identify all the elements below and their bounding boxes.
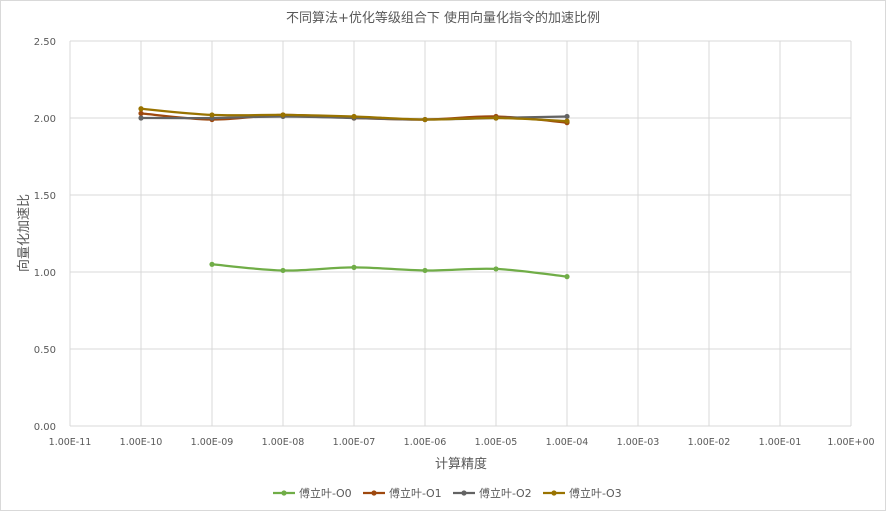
x-axis-title: 计算精度 bbox=[435, 456, 487, 472]
data-point bbox=[138, 106, 144, 112]
data-point bbox=[138, 115, 144, 121]
y-tick-label: 2.00 bbox=[34, 114, 56, 125]
legend: 傅立叶-O0 傅立叶-O1 傅立叶-O2 傅立叶-O3 bbox=[273, 486, 622, 500]
x-tick-label: 1.00E-07 bbox=[333, 437, 376, 448]
data-point bbox=[564, 118, 570, 124]
series-group bbox=[138, 106, 570, 280]
x-tick-label: 1.00E-02 bbox=[688, 437, 731, 448]
y-axis-title: 向量化加速比 bbox=[16, 194, 32, 272]
y-tick-label: 2.50 bbox=[34, 37, 56, 48]
x-tick-label: 1.00E-09 bbox=[191, 437, 234, 448]
data-point bbox=[422, 267, 428, 274]
legend-marker bbox=[461, 490, 467, 496]
data-point bbox=[422, 116, 428, 123]
x-tick-label: 1.00E-06 bbox=[404, 437, 447, 448]
x-tick-label: 1.00E+00 bbox=[827, 437, 874, 448]
gridlines bbox=[69, 40, 852, 427]
x-tick-label: 1.00E-10 bbox=[120, 437, 163, 448]
legend-label: 傅立叶-O2 bbox=[479, 486, 532, 500]
legend-marker bbox=[371, 490, 377, 496]
series-line bbox=[210, 263, 569, 278]
x-tick-label: 1.00E-01 bbox=[759, 437, 802, 448]
legend-label: 傅立叶-O0 bbox=[299, 486, 352, 500]
legend-marker bbox=[551, 490, 557, 496]
data-point bbox=[209, 261, 215, 267]
x-tick-label: 1.00E-04 bbox=[546, 437, 589, 448]
x-tick-label: 1.00E-03 bbox=[617, 437, 660, 448]
y-tick-label: 0.50 bbox=[34, 345, 56, 356]
legend-marker bbox=[281, 490, 287, 496]
y-tick-label: 1.50 bbox=[34, 191, 56, 202]
legend-label: 傅立叶-O1 bbox=[389, 486, 442, 500]
data-point bbox=[493, 266, 499, 272]
x-tick-label: 1.00E-05 bbox=[475, 437, 518, 448]
data-point bbox=[138, 110, 144, 116]
data-point bbox=[280, 267, 286, 274]
data-point bbox=[351, 264, 357, 270]
y-tick-label: 0.00 bbox=[34, 422, 56, 433]
x-axis-ticks: 1.00E-11 1.00E-10 1.00E-09 1.00E-08 1.00E-07… bbox=[49, 437, 875, 448]
y-tick-label: 1.00 bbox=[34, 268, 56, 279]
chart-title: 不同算法+优化等级组合下 使用向量化指令的加速比例 bbox=[286, 10, 600, 26]
data-point bbox=[209, 112, 215, 118]
data-point bbox=[564, 274, 570, 280]
data-point bbox=[351, 113, 357, 120]
legend-label: 傅立叶-O3 bbox=[569, 486, 622, 500]
x-tick-label: 1.00E-08 bbox=[262, 437, 305, 448]
data-point bbox=[564, 113, 570, 120]
x-tick-label: 1.00E-11 bbox=[49, 437, 92, 448]
data-point bbox=[280, 112, 286, 118]
y-axis-ticks: 0.00 0.50 1.00 1.50 2.00 2.50 bbox=[34, 37, 56, 433]
data-point bbox=[493, 115, 499, 121]
